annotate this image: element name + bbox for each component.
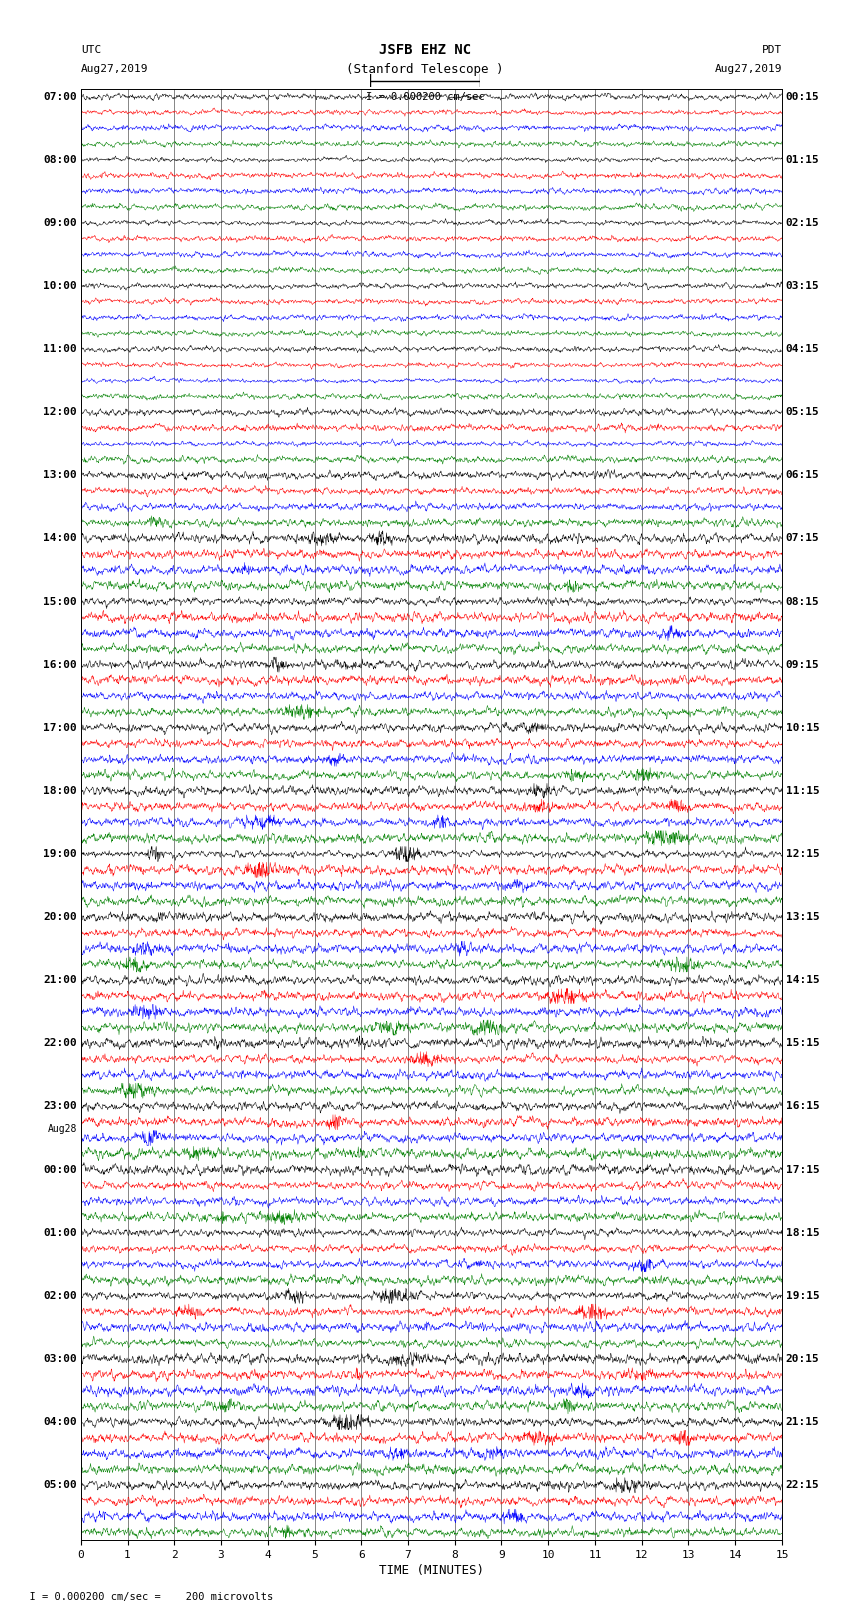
Text: I = 0.000200 cm/sec =    200 microvolts: I = 0.000200 cm/sec = 200 microvolts [17, 1592, 273, 1602]
Text: 00:15: 00:15 [785, 92, 819, 102]
Text: 02:15: 02:15 [785, 218, 819, 227]
Text: 22:15: 22:15 [785, 1481, 819, 1490]
Text: 11:00: 11:00 [43, 344, 77, 355]
Text: Aug28: Aug28 [48, 1124, 77, 1134]
Text: 18:15: 18:15 [785, 1227, 819, 1237]
Text: 17:15: 17:15 [785, 1165, 819, 1174]
Text: 07:00: 07:00 [43, 92, 77, 102]
Text: 12:15: 12:15 [785, 848, 819, 860]
Text: 15:15: 15:15 [785, 1039, 819, 1048]
Text: 02:00: 02:00 [43, 1290, 77, 1300]
Text: 14:00: 14:00 [43, 534, 77, 544]
Text: (Stanford Telescope ): (Stanford Telescope ) [346, 63, 504, 76]
Text: Aug27,2019: Aug27,2019 [81, 65, 148, 74]
Text: 19:15: 19:15 [785, 1290, 819, 1300]
Text: I = 0.000200 cm/sec: I = 0.000200 cm/sec [366, 92, 484, 102]
Text: 12:00: 12:00 [43, 406, 77, 418]
Text: 03:15: 03:15 [785, 281, 819, 290]
Text: 15:00: 15:00 [43, 597, 77, 606]
Text: 18:00: 18:00 [43, 786, 77, 795]
Text: 16:15: 16:15 [785, 1102, 819, 1111]
Text: 22:00: 22:00 [43, 1039, 77, 1048]
Text: PDT: PDT [762, 45, 782, 55]
Text: 09:00: 09:00 [43, 218, 77, 227]
Text: 10:00: 10:00 [43, 281, 77, 290]
Text: 21:15: 21:15 [785, 1418, 819, 1428]
Text: 05:00: 05:00 [43, 1481, 77, 1490]
Text: 14:15: 14:15 [785, 976, 819, 986]
Text: 04:15: 04:15 [785, 344, 819, 355]
Text: 20:00: 20:00 [43, 911, 77, 923]
Text: 07:15: 07:15 [785, 534, 819, 544]
Text: 05:15: 05:15 [785, 406, 819, 418]
Text: 06:15: 06:15 [785, 471, 819, 481]
Text: 19:00: 19:00 [43, 848, 77, 860]
Text: 01:00: 01:00 [43, 1227, 77, 1237]
Text: 03:00: 03:00 [43, 1353, 77, 1365]
Text: 01:15: 01:15 [785, 155, 819, 165]
Text: 20:15: 20:15 [785, 1353, 819, 1365]
Text: 08:00: 08:00 [43, 155, 77, 165]
Text: JSFB EHZ NC: JSFB EHZ NC [379, 44, 471, 56]
X-axis label: TIME (MINUTES): TIME (MINUTES) [379, 1565, 484, 1578]
Text: 21:00: 21:00 [43, 976, 77, 986]
Text: 09:15: 09:15 [785, 660, 819, 669]
Text: 11:15: 11:15 [785, 786, 819, 795]
Text: 10:15: 10:15 [785, 723, 819, 732]
Text: 16:00: 16:00 [43, 660, 77, 669]
Text: 23:00: 23:00 [43, 1102, 77, 1111]
Text: 00:00: 00:00 [43, 1165, 77, 1174]
Text: Aug27,2019: Aug27,2019 [715, 65, 782, 74]
Text: 04:00: 04:00 [43, 1418, 77, 1428]
Text: 13:15: 13:15 [785, 911, 819, 923]
Text: 17:00: 17:00 [43, 723, 77, 732]
Text: 13:00: 13:00 [43, 471, 77, 481]
Text: 08:15: 08:15 [785, 597, 819, 606]
Text: UTC: UTC [81, 45, 101, 55]
